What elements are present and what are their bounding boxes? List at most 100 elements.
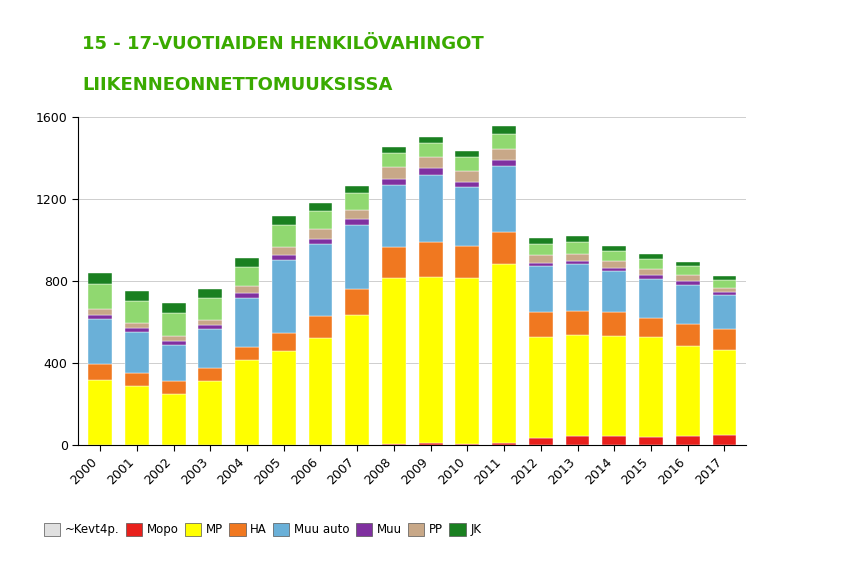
Bar bbox=[345, 210, 369, 219]
Bar bbox=[161, 394, 186, 445]
Bar bbox=[456, 444, 479, 445]
Bar bbox=[418, 157, 443, 169]
Bar bbox=[418, 175, 443, 243]
Bar bbox=[676, 346, 700, 435]
Bar bbox=[235, 347, 259, 360]
Bar bbox=[456, 151, 479, 157]
Bar bbox=[713, 280, 736, 288]
Bar bbox=[161, 303, 186, 314]
Bar bbox=[345, 315, 369, 445]
Bar bbox=[639, 278, 663, 318]
Bar bbox=[713, 435, 736, 445]
Bar bbox=[382, 278, 406, 444]
Bar bbox=[492, 134, 516, 149]
Bar bbox=[89, 319, 112, 364]
Bar bbox=[125, 323, 148, 328]
Bar bbox=[382, 444, 406, 445]
Bar bbox=[492, 149, 516, 161]
Bar bbox=[125, 332, 148, 373]
Bar bbox=[602, 268, 626, 271]
Bar bbox=[199, 289, 222, 298]
Bar bbox=[566, 236, 589, 242]
Bar bbox=[492, 264, 516, 443]
Bar bbox=[602, 312, 626, 336]
Bar bbox=[308, 203, 332, 211]
Bar bbox=[713, 292, 736, 295]
Bar bbox=[382, 247, 406, 278]
Bar bbox=[602, 336, 626, 435]
Bar bbox=[418, 243, 443, 277]
Bar bbox=[566, 261, 589, 264]
Bar bbox=[602, 435, 626, 445]
Bar bbox=[676, 281, 700, 285]
Bar bbox=[125, 373, 148, 386]
Bar bbox=[529, 238, 553, 244]
Bar bbox=[199, 320, 222, 325]
Bar bbox=[235, 286, 259, 293]
Bar bbox=[529, 263, 553, 266]
Bar bbox=[639, 337, 663, 437]
Bar bbox=[235, 293, 259, 298]
Bar bbox=[676, 323, 700, 346]
Bar bbox=[89, 272, 112, 284]
Bar bbox=[529, 244, 553, 255]
Bar bbox=[382, 153, 406, 168]
Bar bbox=[235, 298, 259, 347]
Bar bbox=[529, 255, 553, 263]
Bar bbox=[713, 329, 736, 350]
Bar bbox=[272, 216, 296, 225]
Bar bbox=[382, 179, 406, 185]
Bar bbox=[456, 171, 479, 182]
Bar bbox=[199, 298, 222, 320]
Bar bbox=[161, 341, 186, 345]
Bar bbox=[456, 188, 479, 246]
Bar bbox=[566, 335, 589, 435]
Bar bbox=[492, 443, 516, 445]
Bar bbox=[308, 211, 332, 229]
Bar bbox=[161, 336, 186, 341]
Bar bbox=[418, 444, 443, 445]
Bar bbox=[456, 278, 479, 444]
Bar bbox=[602, 251, 626, 261]
Bar bbox=[89, 315, 112, 319]
Bar bbox=[382, 168, 406, 179]
Bar bbox=[602, 261, 626, 268]
Bar bbox=[308, 239, 332, 244]
Bar bbox=[89, 284, 112, 309]
Bar bbox=[602, 246, 626, 251]
Bar bbox=[713, 350, 736, 435]
Bar bbox=[713, 295, 736, 329]
Bar bbox=[566, 264, 589, 311]
Bar bbox=[272, 255, 296, 260]
Bar bbox=[529, 438, 553, 445]
Bar bbox=[418, 137, 443, 143]
Bar bbox=[125, 386, 148, 445]
Bar bbox=[272, 333, 296, 351]
Bar bbox=[235, 267, 259, 286]
Bar bbox=[199, 381, 222, 445]
Bar bbox=[639, 437, 663, 445]
Bar bbox=[639, 254, 663, 260]
Bar bbox=[676, 275, 700, 281]
Bar bbox=[566, 242, 589, 254]
Bar bbox=[492, 231, 516, 264]
Bar bbox=[456, 246, 479, 278]
Bar bbox=[382, 147, 406, 153]
Bar bbox=[713, 288, 736, 292]
Bar bbox=[199, 329, 222, 369]
Bar bbox=[161, 314, 186, 336]
Text: 15 - 17-VUOTIAIDEN HENKILÖVAHINGOT: 15 - 17-VUOTIAIDEN HENKILÖVAHINGOT bbox=[82, 35, 484, 53]
Bar bbox=[566, 435, 589, 445]
Bar bbox=[676, 261, 700, 266]
Bar bbox=[639, 275, 663, 278]
Bar bbox=[676, 285, 700, 323]
Bar bbox=[418, 143, 443, 157]
Bar bbox=[492, 126, 516, 134]
Bar bbox=[125, 291, 148, 301]
Bar bbox=[89, 364, 112, 380]
Bar bbox=[676, 435, 700, 445]
Text: LIIKENNEONNETTOMUUKSISSA: LIIKENNEONNETTOMUUKSISSA bbox=[82, 76, 393, 94]
Bar bbox=[235, 360, 259, 445]
Bar bbox=[308, 229, 332, 239]
Bar bbox=[345, 193, 369, 210]
